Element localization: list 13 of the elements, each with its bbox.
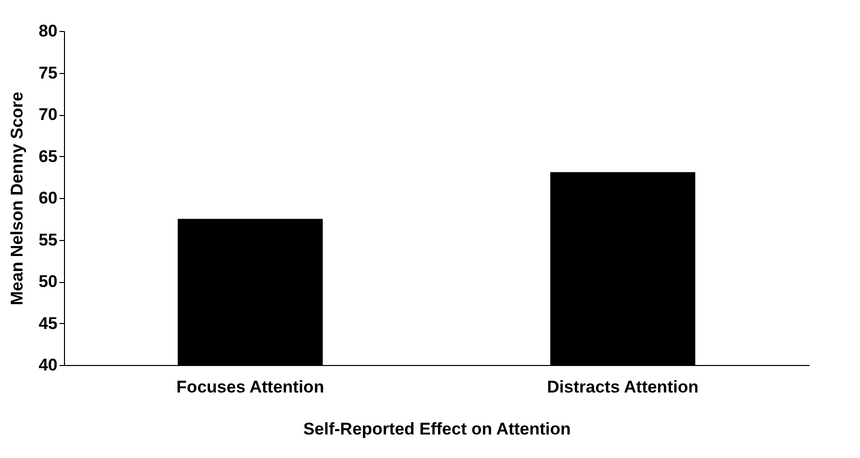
y-tick-label: 65	[38, 146, 58, 166]
y-tick-label: 40	[38, 356, 58, 374]
y-tick-label: 50	[38, 272, 58, 291]
y-tick-label: 80	[38, 22, 58, 40]
y-tick-label: 75	[38, 63, 58, 82]
x-tick-label: Distracts Attention	[547, 378, 698, 396]
y-tick-label: 70	[38, 105, 58, 124]
y-tick-label: 55	[38, 230, 58, 250]
x-tick-label: Focuses Attention	[176, 378, 324, 396]
y-tick-label: 60	[38, 188, 58, 208]
y-tick-label: 45	[38, 314, 58, 333]
x-axis-title: Self-Reported Effect on Attention	[303, 420, 571, 438]
y-axis-title: Mean Nelson Denny Score	[8, 92, 27, 306]
